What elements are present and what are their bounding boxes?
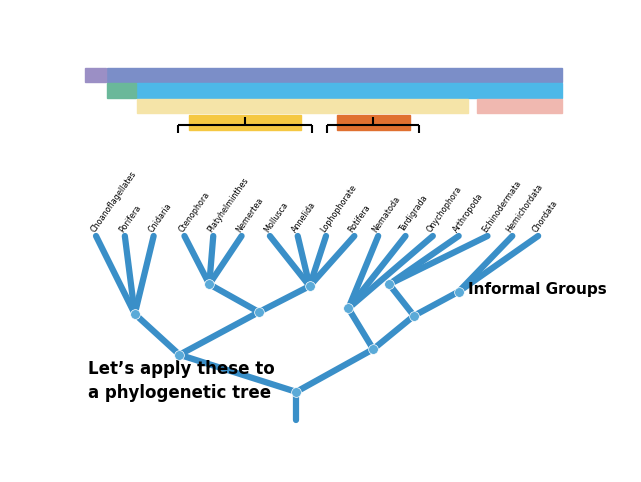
Bar [476,99,562,113]
Text: Platyhelminthes: Platyhelminthes [206,176,251,234]
Bar [337,115,410,130]
Text: Chordata: Chordata [531,199,560,234]
Text: Nematoda: Nematoda [370,194,403,234]
Text: Tardigrada: Tardigrada [398,194,430,234]
Bar [85,68,106,82]
Bar [137,83,562,97]
Text: Echinodermata: Echinodermata [480,179,522,234]
Text: Arthropoda: Arthropoda [451,192,485,234]
Text: Rotifera: Rotifera [347,203,372,234]
Text: Cnidaria: Cnidaria [146,201,173,234]
Text: Let’s apply these to
a phylogenetic tree: Let’s apply these to a phylogenetic tree [88,361,274,402]
Text: Onychophora: Onychophora [426,185,464,234]
Text: Ctenophora: Ctenophora [177,190,212,234]
Bar [190,115,301,130]
Text: Annelida: Annelida [290,200,318,234]
Text: Lophophorate: Lophophorate [319,183,358,234]
Bar [137,99,467,113]
Text: Informal Groups: Informal Groups [467,282,606,297]
Text: Porifera: Porifera [117,203,143,234]
Bar [108,83,137,97]
Bar [108,68,562,82]
Text: Mollusca: Mollusca [263,201,290,234]
Text: Nemertea: Nemertea [234,196,265,234]
Text: Hemichordata: Hemichordata [505,182,545,234]
Text: Choanoflagellates: Choanoflagellates [88,170,138,234]
